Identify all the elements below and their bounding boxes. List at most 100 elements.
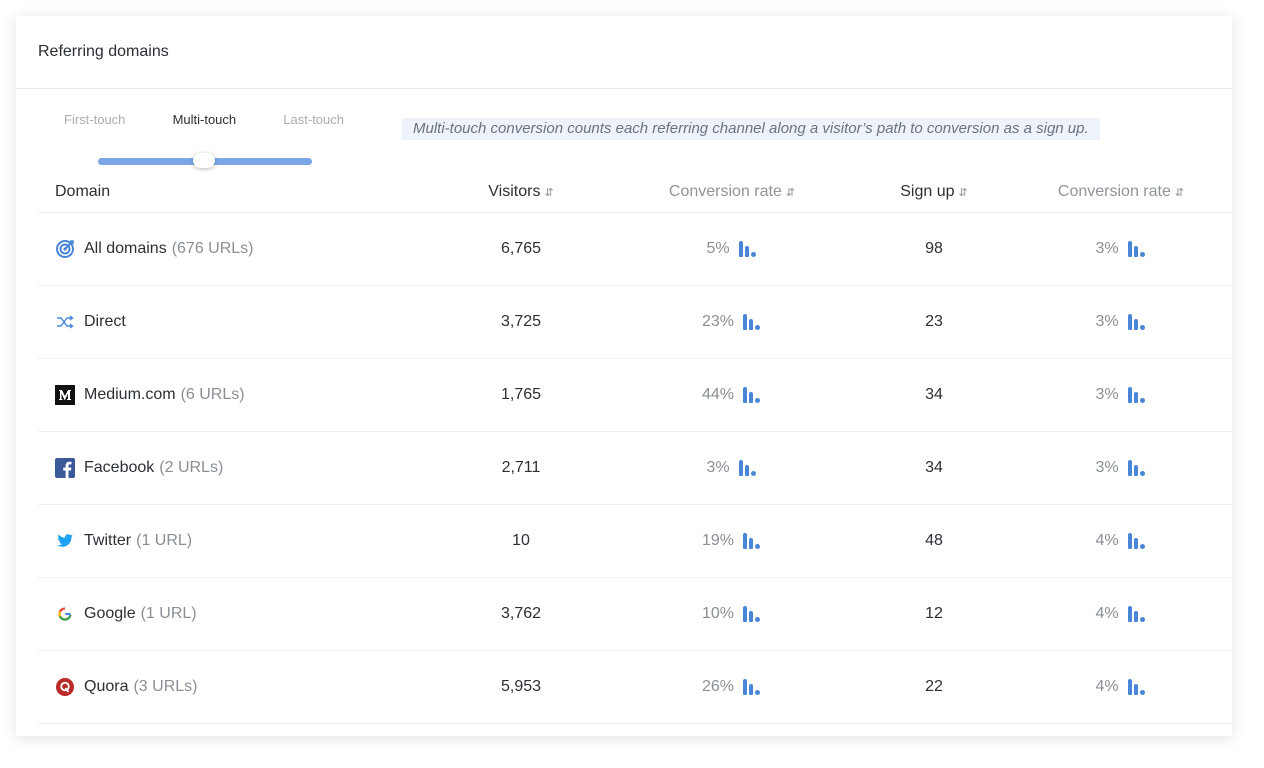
bar-chart-icon[interactable] xyxy=(1127,606,1147,622)
sort-icon[interactable]: ⇵ xyxy=(785,187,796,199)
bar-chart-icon[interactable] xyxy=(1127,679,1147,695)
bar-chart-icon[interactable] xyxy=(738,460,758,476)
sign-up-value: 23 xyxy=(925,313,943,330)
attribution-options: First-touch Multi-touch Last-touch xyxy=(64,112,344,127)
signup-conversion-rate-header-label: Conversion rate xyxy=(1057,183,1171,200)
domain-name[interactable]: Medium.com xyxy=(84,386,176,403)
domain-name[interactable]: All domains xyxy=(84,240,167,257)
domain-cell: Medium.com (6 URLs) xyxy=(38,358,436,432)
first-touch-option[interactable]: First-touch xyxy=(64,112,126,127)
medium-logo-icon xyxy=(55,385,75,405)
table-row[interactable]: Twitter (1 URL) 10 19% 48 4% xyxy=(38,504,1232,578)
bar-chart-icon[interactable] xyxy=(1127,241,1147,257)
signup-conversion-rate-value: 4% xyxy=(1095,605,1119,622)
conversion-rate-cell: 44% xyxy=(606,358,858,432)
visitors-cell: 3,762 xyxy=(436,577,606,651)
signup-conversion-rate-cell: 3% xyxy=(1010,358,1232,432)
target-icon xyxy=(55,239,75,259)
domain-name[interactable]: Google xyxy=(84,605,136,622)
conversion-rate: 5% xyxy=(706,240,757,258)
table-row[interactable]: Google (1 URL) 3,762 10% 12 4% xyxy=(38,577,1232,651)
multi-touch-option[interactable]: Multi-touch xyxy=(172,112,237,127)
signup-conversion-rate-cell: 3% xyxy=(1010,212,1232,286)
bar-chart-icon[interactable] xyxy=(743,314,762,330)
sign-up-value: 22 xyxy=(925,678,943,695)
table-row[interactable]: All domains (676 URLs) 6,765 5% 98 3% xyxy=(38,212,1232,286)
bar-chart-icon[interactable] xyxy=(743,606,762,622)
visitors-header-label: Visitors xyxy=(488,183,541,200)
domain-name[interactable]: Direct xyxy=(84,313,126,330)
domain-cell: Direct xyxy=(38,285,436,359)
domain-name[interactable]: Quora xyxy=(84,678,129,695)
sign-up-header-label: Sign up xyxy=(900,183,955,200)
domain-url-count: (1 URL) xyxy=(140,605,197,622)
table-row[interactable]: Facebook (2 URLs) 2,711 3% 34 3% xyxy=(38,431,1232,505)
conversion-rate-column-header[interactable]: Conversion rate ⇵ xyxy=(606,172,858,213)
sort-icon[interactable]: ⇵ xyxy=(544,187,554,199)
sign-up-cell: 22 xyxy=(858,650,1010,724)
sign-up-cell: 12 xyxy=(858,577,1010,651)
bar-chart-icon[interactable] xyxy=(743,533,762,549)
signup-conversion-rate-cell: 3% xyxy=(1010,431,1232,505)
visitors-cell: 10 xyxy=(436,504,606,578)
conversion-rate-value: 5% xyxy=(706,240,730,257)
bar-chart-icon[interactable] xyxy=(738,241,758,257)
conversion-rate-header-label: Conversion rate xyxy=(668,183,782,200)
bar-chart-icon[interactable] xyxy=(1127,460,1147,476)
sign-up-column-header[interactable]: Sign up ⇵ xyxy=(858,172,1010,213)
visitors-value: 6,765 xyxy=(500,240,542,257)
bar-chart-icon[interactable] xyxy=(1127,387,1147,403)
domain-cell: Facebook (2 URLs) xyxy=(38,431,436,505)
sign-up-value: 34 xyxy=(925,386,943,403)
conversion-rate-cell: 10% xyxy=(606,577,858,651)
signup-conversion-rate-column-header[interactable]: Conversion rate ⇵ xyxy=(1010,172,1232,213)
last-touch-option[interactable]: Last-touch xyxy=(283,112,344,127)
signup-conversion-rate: 3% xyxy=(1095,240,1146,258)
conversion-rate: 26% xyxy=(702,678,762,696)
attribution-slider-thumb[interactable] xyxy=(193,153,215,168)
visitors-cell: 6,765 xyxy=(436,212,606,286)
domain-name[interactable]: Facebook xyxy=(84,459,155,476)
domain-url-count: (1 URL) xyxy=(136,532,193,549)
domain-header-label: Domain xyxy=(55,183,111,200)
sign-up-value: 98 xyxy=(925,240,943,257)
conversion-rate-value: 44% xyxy=(701,386,735,403)
domain-wrap: Twitter (1 URL) xyxy=(55,531,435,551)
bar-chart-icon[interactable] xyxy=(1127,314,1147,330)
visitors-value: 10 xyxy=(512,532,530,549)
referring-domains-card: Referring domains First-touch Multi-touc… xyxy=(16,16,1232,736)
conversion-rate: 3% xyxy=(706,459,757,477)
sort-icon[interactable]: ⇵ xyxy=(958,187,968,199)
sort-icon[interactable]: ⇵ xyxy=(1174,187,1185,199)
domain-url-count: (6 URLs) xyxy=(180,386,245,403)
table-row[interactable]: Quora (3 URLs) 5,953 26% 22 4% xyxy=(38,650,1232,724)
visitors-value: 3,762 xyxy=(500,605,542,622)
signup-conversion-rate: 3% xyxy=(1095,459,1146,477)
visitors-column-header[interactable]: Visitors ⇵ xyxy=(436,172,606,213)
sign-up-value: 48 xyxy=(925,532,943,549)
visitors-value: 2,711 xyxy=(501,459,541,476)
visitors-value: 3,725 xyxy=(500,313,542,330)
bar-chart-icon[interactable] xyxy=(1127,533,1147,549)
domain-cell: Google (1 URL) xyxy=(38,577,436,651)
conversion-rate-cell: 23% xyxy=(606,285,858,359)
signup-conversion-rate-value: 3% xyxy=(1095,240,1119,257)
domains-table: Domain Visitors ⇵ Conversion rate ⇵ Sign u… xyxy=(38,172,1232,724)
signup-conversion-rate-value: 3% xyxy=(1095,313,1119,330)
signup-conversion-rate: 4% xyxy=(1095,532,1146,550)
bar-chart-icon[interactable] xyxy=(743,387,762,403)
bar-chart-icon[interactable] xyxy=(743,679,762,695)
attribution-slider[interactable] xyxy=(98,153,312,168)
sign-up-cell: 34 xyxy=(858,358,1010,432)
domain-name[interactable]: Twitter xyxy=(84,532,132,549)
domain-wrap: Medium.com (6 URLs) xyxy=(55,385,435,405)
conversion-rate-value: 26% xyxy=(701,678,735,695)
sign-up-value: 34 xyxy=(925,459,943,476)
card-header: Referring domains xyxy=(16,16,1232,89)
signup-conversion-rate: 3% xyxy=(1095,386,1146,404)
table-row[interactable]: Direct 3,725 23% 23 3% xyxy=(38,285,1232,359)
table-row[interactable]: Medium.com (6 URLs) 1,765 44% 34 3% xyxy=(38,358,1232,432)
signup-conversion-rate-cell: 4% xyxy=(1010,577,1232,651)
conversion-rate: 19% xyxy=(702,532,762,550)
domain-url-count: (2 URLs) xyxy=(159,459,224,476)
